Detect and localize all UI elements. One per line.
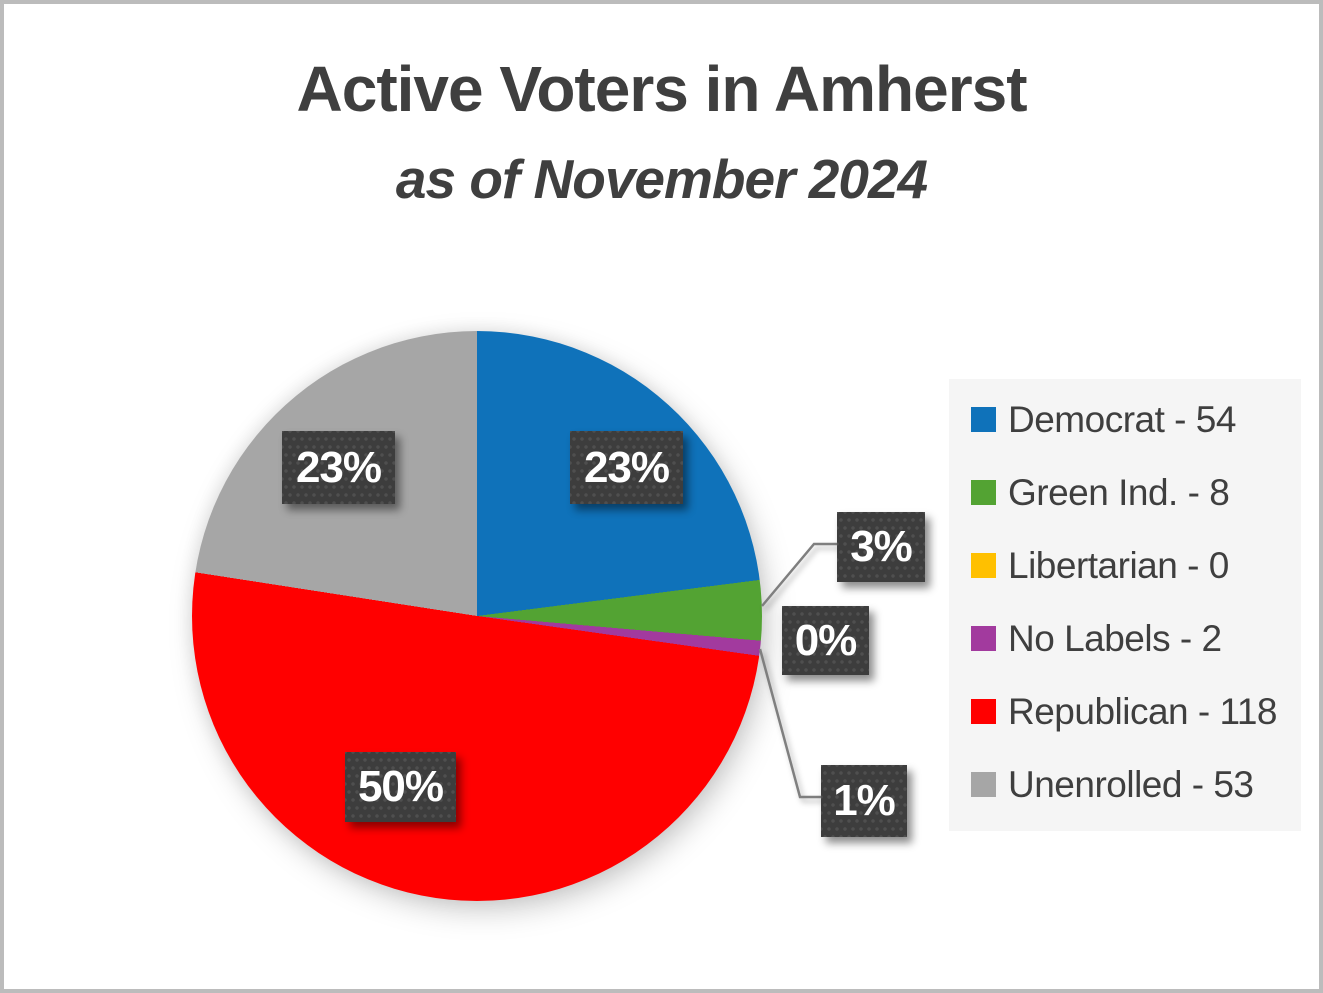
slice-label-nolabels: 1% [821, 765, 907, 837]
legend-swatch-democrat [971, 407, 996, 432]
leader-line-green [761, 542, 837, 607]
slice-label-unenrolled: 23% [282, 431, 395, 504]
legend-label-green: Green Ind. - 8 [1008, 471, 1230, 513]
slice-label-unenrolled-text: 23% [295, 442, 382, 492]
slice-label-democrat: 23% [570, 431, 683, 504]
legend-swatch-republican [971, 699, 996, 724]
slice-label-libertarian: 0% [782, 606, 869, 675]
slice-label-green-text: 3% [850, 522, 913, 571]
legend-swatch-green [971, 480, 996, 505]
legend-label-libertarian: Libertarian - 0 [1008, 544, 1229, 586]
legend-item-green: Green Ind. - 8 [971, 456, 1301, 529]
slice-label-democrat-text: 23% [583, 442, 670, 492]
legend-label-nolabels: No Labels - 2 [1008, 617, 1222, 659]
slice-label-libertarian-text: 0% [794, 615, 858, 665]
chart-subtitle: as of November 2024 [395, 148, 928, 210]
slice-label-republican: 50% [345, 752, 456, 822]
legend: Democrat - 54 Green Ind. - 8 Libertarian… [949, 379, 1301, 831]
legend-label-republican: Republican - 118 [1008, 690, 1278, 732]
legend-item-republican: Republican - 118 [971, 675, 1301, 748]
legend-swatch-unenrolled [971, 772, 996, 797]
legend-label-democrat: Democrat - 54 [1008, 398, 1236, 440]
legend-label-unenrolled: Unenrolled - 53 [1008, 763, 1254, 805]
legend-item-unenrolled: Unenrolled - 53 [971, 748, 1301, 821]
legend-item-democrat: Democrat - 54 [971, 383, 1301, 456]
pie-chart [192, 331, 762, 901]
slice-label-republican-text: 50% [357, 762, 444, 811]
slice-label-nolabels-text: 1% [833, 776, 896, 825]
legend-item-libertarian: Libertarian - 0 [971, 529, 1301, 602]
chart-title: Active Voters in Amherst [296, 53, 1028, 125]
legend-swatch-libertarian [971, 553, 996, 578]
legend-swatch-nolabels [971, 626, 996, 651]
slice-label-green: 3% [837, 512, 925, 582]
legend-item-nolabels: No Labels - 2 [971, 602, 1301, 675]
